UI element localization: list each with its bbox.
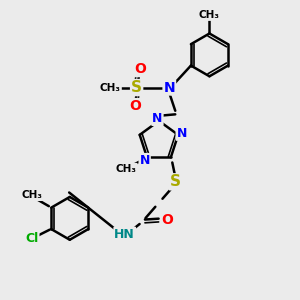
Text: N: N (164, 81, 175, 94)
Text: O: O (134, 62, 146, 76)
Text: HN: HN (114, 228, 135, 241)
Text: Cl: Cl (25, 232, 38, 245)
Text: S: S (131, 80, 142, 95)
Text: O: O (162, 213, 173, 227)
Text: CH₃: CH₃ (199, 10, 220, 20)
Text: N: N (140, 154, 150, 167)
Text: S: S (170, 174, 181, 189)
Text: CH₃: CH₃ (21, 190, 42, 200)
Text: CH₃: CH₃ (100, 82, 121, 93)
Text: N: N (152, 112, 163, 125)
Text: CH₃: CH₃ (116, 164, 137, 174)
Text: N: N (176, 127, 187, 140)
Text: O: O (129, 99, 141, 113)
